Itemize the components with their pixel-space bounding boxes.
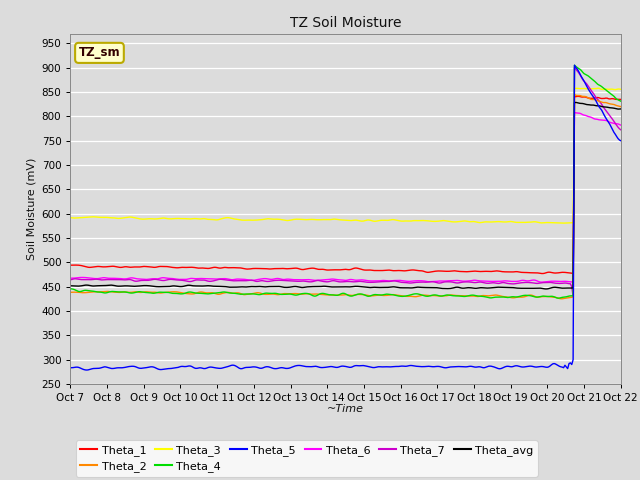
Theta_6	[388, 278, 396, 284]
Theta_3	[98, 215, 106, 220]
Theta_avg	[196, 283, 204, 289]
Line: Theta_3: Theta_3	[70, 88, 621, 223]
Theta_1	[538, 271, 546, 276]
Theta_6	[67, 276, 74, 281]
Theta_6	[565, 279, 573, 285]
Theta_3	[67, 215, 74, 220]
Theta_avg	[542, 286, 550, 292]
Theta_4	[571, 62, 579, 68]
Theta_4	[138, 289, 145, 295]
Theta_avg	[138, 283, 145, 288]
Theta_7	[573, 68, 581, 74]
Theta_6	[196, 276, 204, 281]
Theta_4	[67, 286, 74, 292]
Theta_1	[565, 270, 573, 276]
Theta_4	[554, 295, 562, 301]
Theta_avg	[573, 100, 581, 106]
Line: Theta_avg: Theta_avg	[70, 102, 621, 289]
Theta_4	[573, 65, 581, 71]
Theta_3	[196, 216, 204, 222]
Theta_avg	[98, 283, 106, 288]
Theta_7	[196, 277, 204, 283]
Theta_5	[67, 365, 74, 371]
Theta_2	[565, 295, 573, 300]
Line: Theta_2: Theta_2	[70, 95, 621, 299]
Legend: Theta_1, Theta_2, Theta_3, Theta_4, Theta_5, Theta_6, Theta_7, Theta_avg: Theta_1, Theta_2, Theta_3, Theta_4, Thet…	[76, 440, 538, 477]
Theta_7	[388, 278, 396, 284]
Theta_3	[617, 86, 625, 92]
Theta_6	[98, 275, 106, 281]
Theta_4	[196, 290, 204, 296]
Theta_5	[565, 360, 573, 366]
Theta_3	[571, 85, 579, 91]
Theta_3	[388, 217, 396, 223]
Y-axis label: Soil Moisture (mV): Soil Moisture (mV)	[26, 157, 36, 260]
X-axis label: ~Time: ~Time	[327, 405, 364, 414]
Theta_avg	[572, 99, 580, 105]
Theta_2	[196, 289, 204, 295]
Theta_7	[138, 277, 145, 283]
Line: Theta_5: Theta_5	[70, 65, 621, 370]
Theta_6	[573, 110, 581, 116]
Theta_avg	[67, 283, 74, 288]
Theta_4	[617, 98, 625, 104]
Theta_7	[564, 280, 572, 286]
Theta_avg	[617, 106, 625, 112]
Theta_5	[571, 62, 579, 68]
Theta_5	[573, 66, 581, 72]
Theta_7	[617, 127, 625, 132]
Theta_1	[617, 96, 625, 102]
Theta_1	[138, 264, 145, 270]
Theta_7	[98, 277, 106, 283]
Theta_avg	[388, 284, 396, 290]
Theta_2	[98, 289, 106, 295]
Theta_1	[67, 262, 74, 268]
Theta_2	[573, 93, 581, 98]
Theta_3	[560, 220, 568, 226]
Theta_7	[67, 277, 74, 283]
Theta_2	[557, 296, 564, 301]
Line: Theta_7: Theta_7	[70, 68, 621, 296]
Theta_5	[99, 364, 107, 370]
Theta_5	[139, 365, 147, 371]
Title: TZ Soil Moisture: TZ Soil Moisture	[290, 16, 401, 30]
Theta_7	[569, 293, 577, 300]
Theta_3	[565, 220, 573, 226]
Theta_2	[138, 289, 145, 295]
Theta_4	[388, 292, 396, 298]
Theta_6	[617, 122, 625, 128]
Theta_5	[617, 138, 625, 144]
Theta_1	[572, 94, 580, 99]
Theta_4	[565, 293, 573, 299]
Theta_1	[196, 265, 204, 271]
Theta_avg	[565, 285, 573, 291]
Theta_5	[83, 367, 91, 373]
Line: Theta_6: Theta_6	[70, 112, 621, 282]
Line: Theta_1: Theta_1	[70, 96, 621, 274]
Theta_2	[617, 104, 625, 109]
Theta_1	[575, 94, 582, 99]
Theta_2	[388, 292, 396, 298]
Theta_6	[138, 276, 145, 282]
Theta_1	[388, 268, 396, 274]
Theta_1	[98, 264, 106, 270]
Theta_5	[390, 364, 397, 370]
Theta_6	[538, 279, 546, 285]
Theta_3	[573, 85, 581, 91]
Theta_2	[67, 289, 74, 295]
Text: TZ_sm: TZ_sm	[79, 47, 120, 60]
Line: Theta_4: Theta_4	[70, 65, 621, 298]
Theta_3	[138, 216, 145, 222]
Theta_5	[197, 365, 205, 371]
Theta_4	[98, 289, 106, 295]
Theta_6	[571, 109, 579, 115]
Theta_2	[571, 92, 579, 97]
Theta_7	[571, 65, 579, 71]
